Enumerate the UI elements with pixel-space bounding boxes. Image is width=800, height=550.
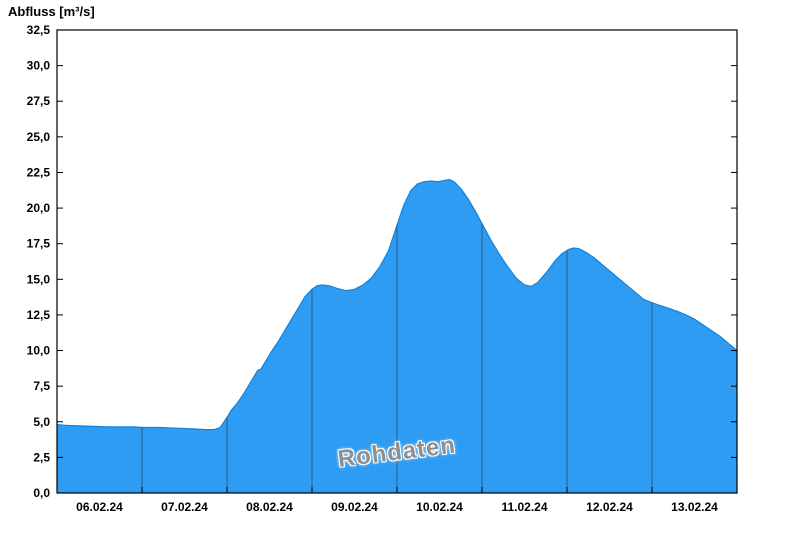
y-tick-label: 5,0: [33, 415, 50, 429]
y-tick-label: 30,0: [27, 59, 51, 73]
y-tick-label: 25,0: [27, 130, 51, 144]
x-tick-label: 10.02.24: [416, 500, 463, 514]
y-tick-label: 15,0: [27, 272, 51, 286]
x-tick-label: 13.02.24: [671, 500, 718, 514]
y-tick-label: 17,5: [27, 237, 51, 251]
x-tick-label: 09.02.24: [331, 500, 378, 514]
x-tick-label: 08.02.24: [246, 500, 293, 514]
y-tick-label: 7,5: [33, 379, 50, 393]
y-tick-label: 12,5: [27, 308, 51, 322]
x-tick-label: 12.02.24: [586, 500, 633, 514]
x-tick-label: 06.02.24: [76, 500, 123, 514]
chart-title: Abfluss [m³/s]: [8, 4, 95, 19]
y-tick-label: 32,5: [27, 23, 51, 37]
y-tick-label: 20,0: [27, 201, 51, 215]
discharge-line: [56, 178, 738, 431]
y-tick-label: 27,5: [27, 94, 51, 108]
x-tick-label: 07.02.24: [161, 500, 208, 514]
y-tick-label: 0,0: [33, 486, 50, 500]
y-tick-label: 2,5: [33, 450, 50, 464]
x-tick-label: 11.02.24: [501, 500, 547, 514]
y-tick-label: 10,0: [27, 344, 51, 358]
y-tick-label: 22,5: [27, 165, 51, 179]
